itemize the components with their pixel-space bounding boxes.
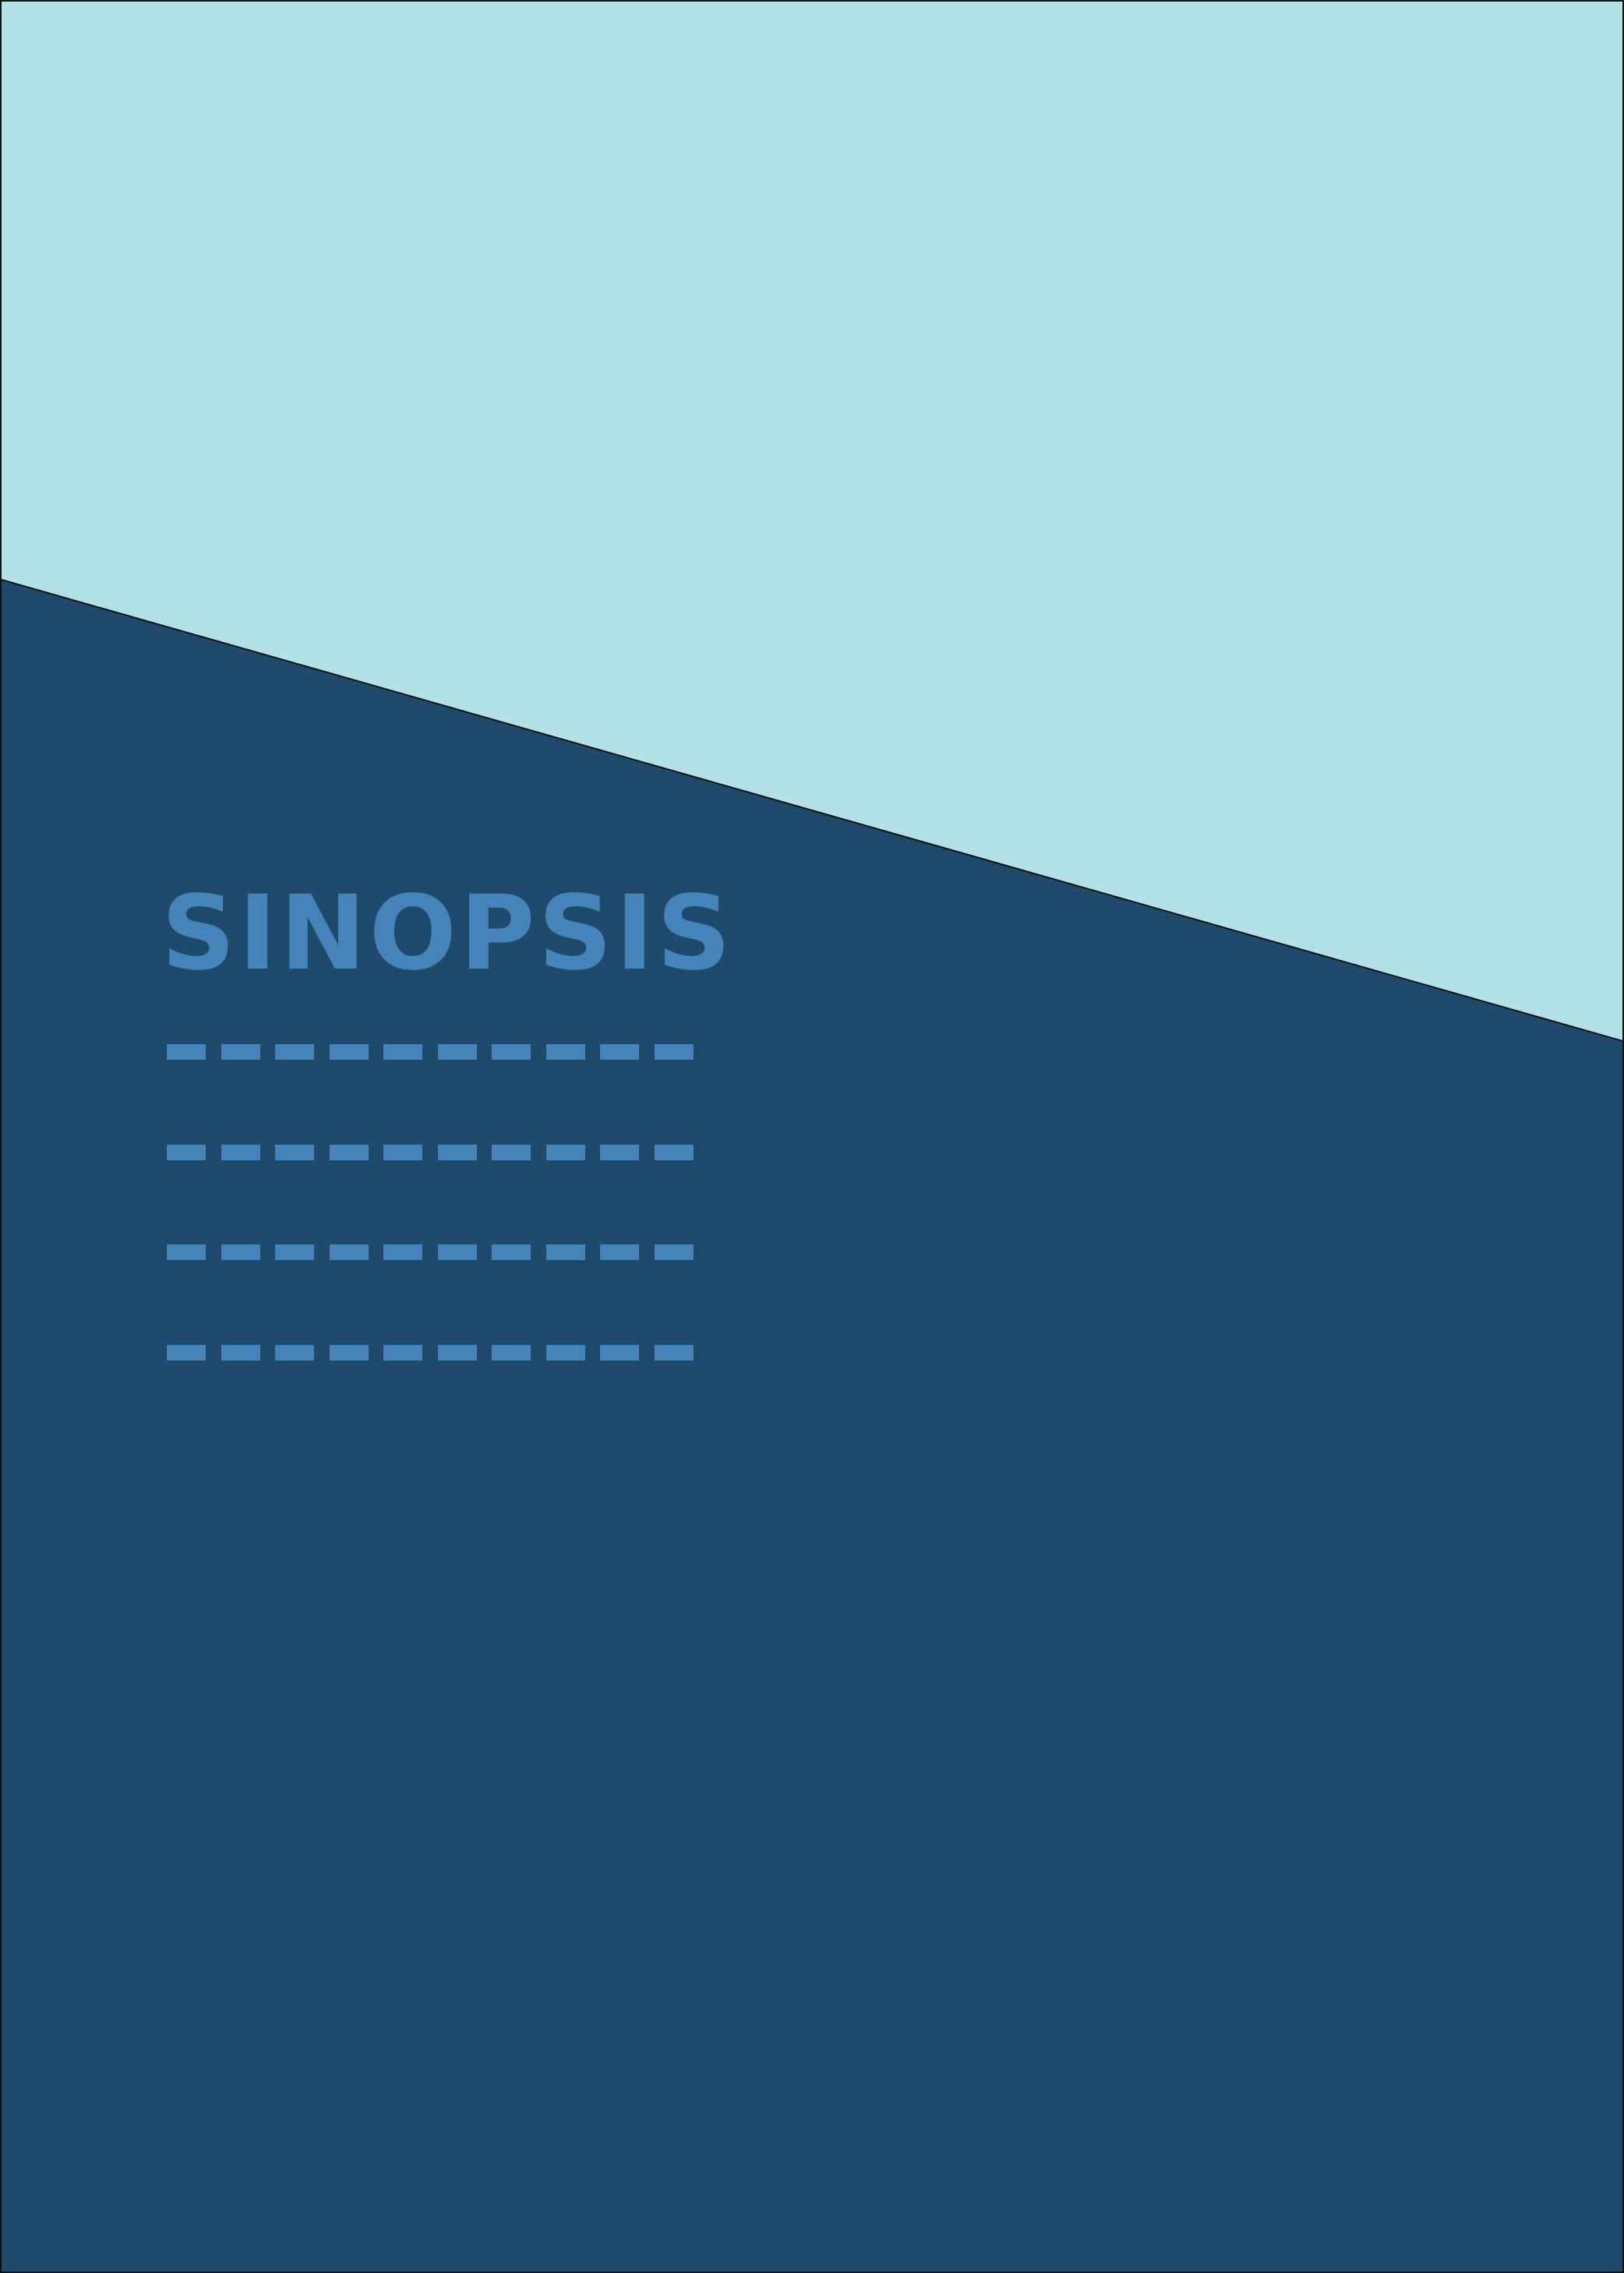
placeholder-dash <box>329 1345 369 1361</box>
placeholder-dash <box>600 1044 639 1060</box>
placeholder-dash <box>492 1244 531 1260</box>
placeholder-dash <box>437 1345 477 1361</box>
placeholder-dash <box>221 1145 260 1160</box>
placeholder-dash <box>167 1345 206 1361</box>
placeholder-dash <box>492 1044 531 1060</box>
placeholder-dash <box>383 1345 422 1361</box>
placeholder-dash <box>221 1244 260 1260</box>
placeholder-dash <box>437 1145 477 1160</box>
placeholder-dash <box>383 1145 422 1160</box>
placeholder-dash <box>654 1044 694 1060</box>
placeholder-line <box>167 1244 694 1260</box>
placeholder-dash <box>654 1345 694 1361</box>
placeholder-line <box>167 1044 694 1060</box>
placeholder-dash <box>545 1244 585 1260</box>
placeholder-dash <box>492 1345 531 1361</box>
placeholder-dash <box>167 1044 206 1060</box>
placeholder-dash <box>329 1044 369 1060</box>
placeholder-dash <box>545 1044 585 1060</box>
placeholder-dash <box>654 1244 694 1260</box>
placeholder-line <box>167 1145 694 1160</box>
placeholder-dash <box>383 1244 422 1260</box>
placeholder-dash <box>545 1345 585 1361</box>
placeholder-dash <box>600 1145 639 1160</box>
placeholder-dash <box>221 1044 260 1060</box>
placeholder-dash <box>383 1044 422 1060</box>
placeholder-dash <box>600 1345 639 1361</box>
placeholder-dash <box>167 1244 206 1260</box>
placeholder-dash <box>167 1145 206 1160</box>
placeholder-dash <box>437 1044 477 1060</box>
placeholder-dash <box>492 1145 531 1160</box>
top-panel <box>2 2 1622 1041</box>
placeholder-dash <box>275 1044 314 1060</box>
placeholder-dash <box>437 1244 477 1260</box>
diagonal-edge <box>2 579 1622 1042</box>
placeholder-line <box>167 1345 694 1361</box>
placeholder-dash <box>275 1244 314 1260</box>
placeholder-dash <box>275 1145 314 1160</box>
placeholder-dash <box>221 1345 260 1361</box>
placeholder-dash <box>329 1244 369 1260</box>
placeholder-dash <box>275 1345 314 1361</box>
placeholder-dash <box>329 1145 369 1160</box>
placeholder-dash <box>654 1145 694 1160</box>
placeholder-dash <box>545 1145 585 1160</box>
page-title: SINOPSIS <box>161 874 734 994</box>
placeholder-dash <box>600 1244 639 1260</box>
